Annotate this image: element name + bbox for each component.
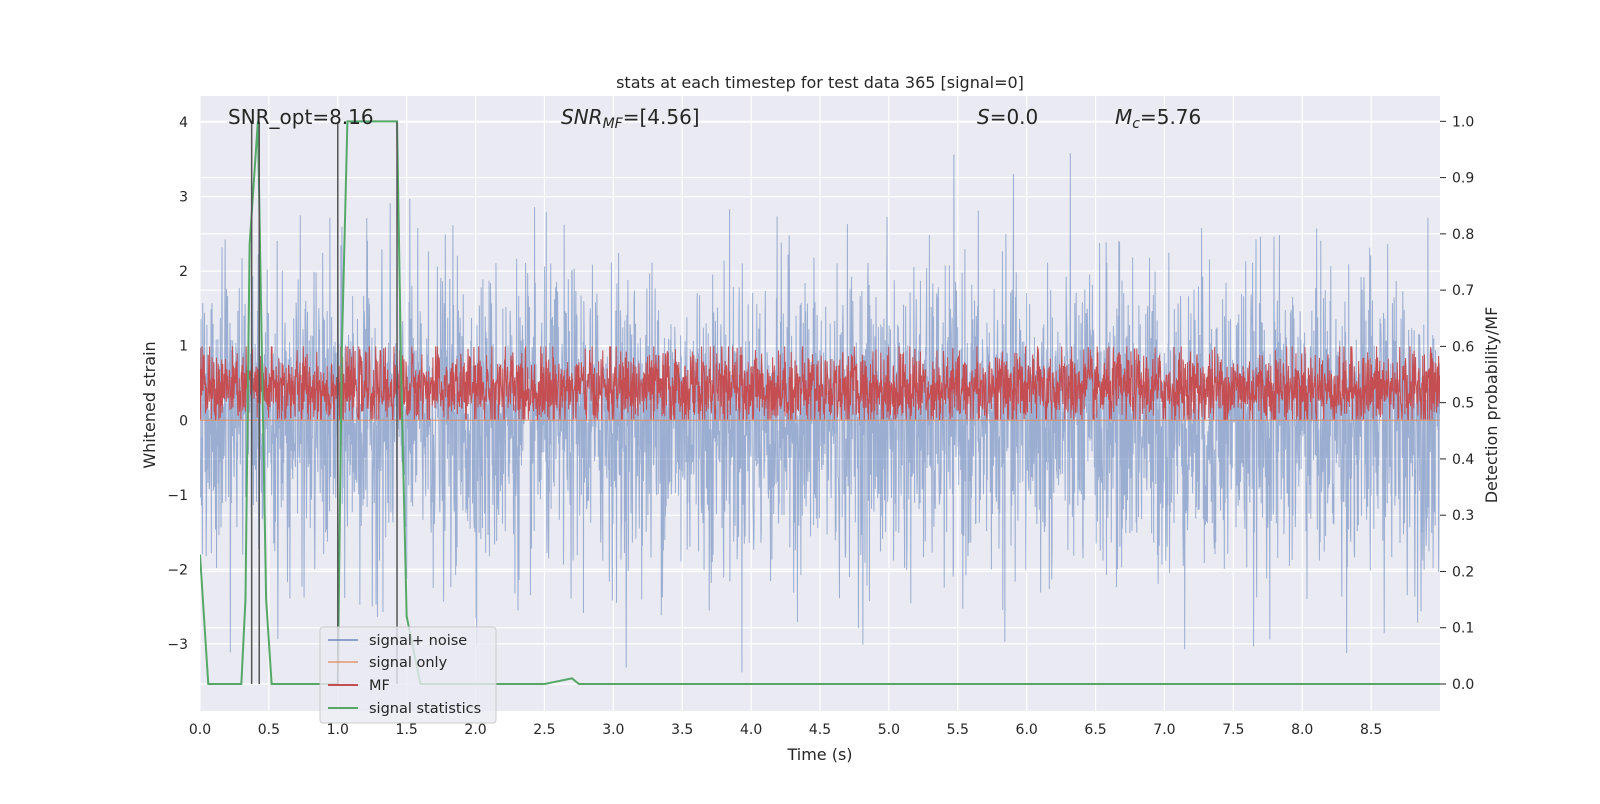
legend-label-signal-noise: signal+ noise — [369, 633, 467, 649]
legend: signal+ noise signal only MF signal stat… — [319, 626, 497, 724]
y-right-tick-label: 0.6 — [1452, 339, 1474, 355]
x-tick-label: 1.5 — [396, 722, 418, 738]
annotation-s: S=0.0 — [977, 105, 1038, 129]
legend-label-mf: MF — [369, 678, 390, 694]
y-right-ticks: 0.0 0.1 0.2 0.3 0.4 0.5 0.6 0.7 0.8 0.9 1.0 — [1440, 114, 1474, 693]
x-tick-label: 0.0 — [189, 722, 211, 738]
legend-label-signal-statistics: signal statistics — [369, 701, 481, 717]
x-tick-label: 3.5 — [671, 722, 693, 738]
y-right-tick-label: 0.8 — [1452, 227, 1474, 243]
x-tick-label: 1.0 — [327, 722, 349, 738]
x-tick-label: 7.0 — [1153, 722, 1175, 738]
y-left-tick-label: 2 — [179, 264, 188, 280]
y-right-tick-label: 1.0 — [1452, 114, 1474, 130]
x-axis-label: Time (s) — [786, 745, 852, 764]
x-tick-label: 5.5 — [947, 722, 969, 738]
y-left-tick-label: 0 — [179, 413, 188, 429]
y-left-tick-label: −1 — [167, 488, 188, 504]
x-tick-label: 0.5 — [258, 722, 280, 738]
y-right-tick-label: 0.9 — [1452, 171, 1474, 187]
y-axis-label-right: Detection probability/MF — [1482, 307, 1501, 504]
x-tick-label: 8.5 — [1360, 722, 1382, 738]
x-tick-label: 6.0 — [1016, 722, 1038, 738]
series-layer — [200, 120, 1440, 685]
x-tick-label: 4.0 — [740, 722, 762, 738]
x-tick-label: 2.5 — [533, 722, 555, 738]
x-tick-label: 8.0 — [1291, 722, 1313, 738]
y-left-tick-label: 1 — [179, 339, 188, 355]
y-left-ticks: −3 −2 −1 0 1 2 3 4 — [167, 115, 188, 653]
legend-box — [319, 626, 497, 724]
x-tick-label: 3.0 — [602, 722, 624, 738]
y-right-tick-label: 0.3 — [1452, 508, 1474, 524]
x-ticks: 0.0 0.5 1.0 1.5 2.0 2.5 3.0 3.5 4.0 4.5 5.0 5.5 6.0 6… — [189, 722, 1382, 738]
y-right-tick-label: 0.1 — [1452, 621, 1474, 637]
y-right-tick-label: 0.2 — [1452, 564, 1474, 580]
markers-layer — [250, 122, 398, 684]
annotation-mc: Mc=5.76 — [1115, 105, 1201, 132]
y-right-tick-label: 0.0 — [1452, 677, 1474, 693]
y-axis-label-left: Whitened strain — [140, 341, 159, 468]
series-signal-statistics — [200, 120, 1440, 685]
y-right-tick-label: 0.4 — [1452, 452, 1474, 468]
legend-label-signal-only: signal only — [369, 655, 448, 671]
x-tick-label: 2.0 — [464, 722, 486, 738]
y-left-tick-label: −2 — [167, 562, 188, 578]
chart-title: stats at each timestep for test data 365… — [616, 73, 1024, 92]
annotation-snr-opt: SNR_opt=8.16 — [228, 105, 374, 129]
y-left-tick-label: 3 — [179, 190, 188, 206]
x-tick-label: 6.5 — [1084, 722, 1106, 738]
y-right-tick-label: 0.5 — [1452, 396, 1474, 412]
series-mf — [200, 346, 1440, 422]
annotation-snr-mf: SNRMF=[4.56] — [561, 105, 700, 132]
y-left-tick-label: −3 — [167, 637, 188, 653]
x-tick-label: 4.5 — [809, 722, 831, 738]
x-tick-label: 5.0 — [878, 722, 900, 738]
x-tick-label: 7.5 — [1222, 722, 1244, 738]
y-left-tick-label: 4 — [179, 115, 188, 131]
y-right-tick-label: 0.7 — [1452, 283, 1474, 299]
